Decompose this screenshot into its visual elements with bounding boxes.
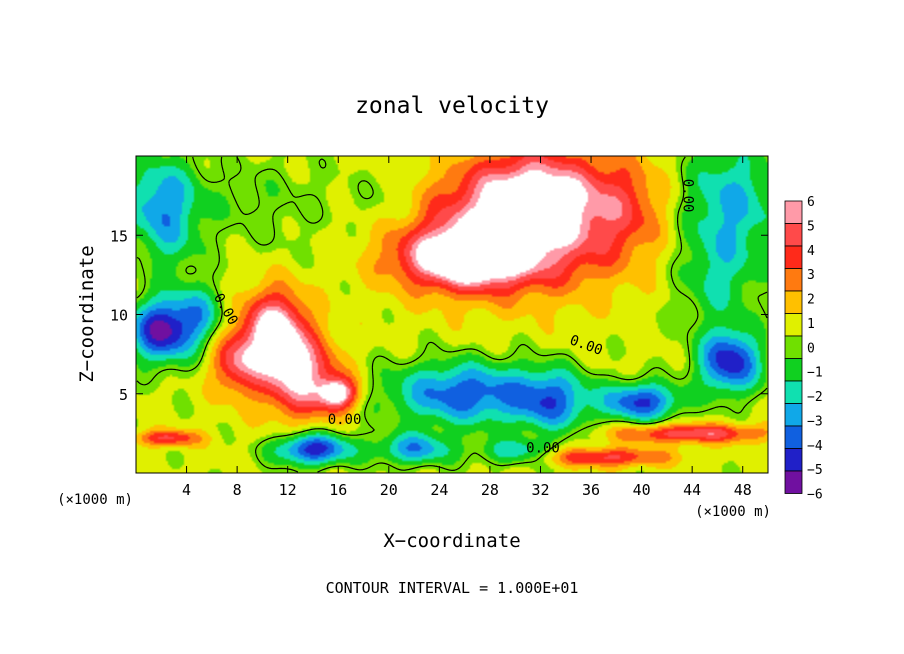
colorbar-label: −3: [807, 414, 823, 429]
colorbar-label: 5: [807, 219, 815, 234]
contour-label: 0.00: [328, 412, 362, 428]
colorbar-swatch: [784, 448, 803, 472]
colorbar-swatch: [784, 358, 803, 382]
x-tick-label: 20: [380, 481, 398, 499]
colorbar-label: −1: [807, 366, 823, 381]
colorbar-label: 0: [807, 341, 815, 356]
colorbar-label: 1: [807, 317, 815, 332]
colorbar-label: 3: [807, 268, 815, 283]
x-axis-label: X−coordinate: [383, 530, 520, 552]
y-axis: 5 10 15: [110, 227, 768, 404]
colorbar-label: 2: [807, 293, 815, 308]
colorbar-swatch: [784, 245, 803, 269]
x-tick-label: 12: [279, 481, 297, 499]
colorbar-label: −4: [807, 439, 823, 454]
colorbar-label: −2: [807, 390, 823, 405]
x-unit-left: (×1000 m): [57, 492, 133, 508]
y-tick-label: 10: [110, 307, 128, 325]
heatmap-field: [136, 156, 768, 473]
colorbar-label: 6: [807, 195, 815, 210]
contour-label: 0.00: [526, 440, 560, 456]
colorbar-swatch: [784, 313, 803, 337]
x-tick-label: 36: [582, 481, 600, 499]
x-tick-label: 32: [531, 481, 549, 499]
y-axis-label: Z−coordinate: [76, 245, 98, 382]
colorbar-label: −5: [807, 463, 823, 478]
chart-title: zonal velocity: [355, 93, 549, 119]
y-tick-label: 15: [110, 227, 128, 245]
y-tick-label: 5: [119, 386, 128, 404]
colorbar-swatch: [784, 268, 803, 292]
colorbar-swatch: [784, 403, 803, 427]
colorbar-label: −6: [807, 488, 823, 503]
contour-label: 0.00: [679, 179, 695, 213]
colorbar-swatch: [784, 425, 803, 449]
x-tick-label: 48: [734, 481, 752, 499]
x-tick-label: 44: [683, 481, 701, 499]
colorbar: 6 5 4 3 2 1 0 −1 −2 −3 −4 −5 −6: [784, 195, 823, 503]
colorbar-swatch: [784, 380, 803, 404]
colorbar-swatch: [784, 223, 803, 247]
zero-contour: [136, 156, 768, 473]
colorbar-swatch: [784, 335, 803, 359]
colorbar-swatch: [784, 470, 803, 494]
x-axis: 4 8 12 16 20 24 28 32 36 40 44 48: [182, 156, 752, 499]
contour-interval-footer: CONTOUR INTERVAL = 1.000E+01: [326, 579, 579, 597]
x-tick-label: 16: [329, 481, 347, 499]
x-tick-label: 4: [182, 481, 191, 499]
x-tick-label: 24: [430, 481, 448, 499]
x-unit-right: (×1000 m): [695, 504, 771, 520]
colorbar-swatch: [784, 290, 803, 314]
x-tick-label: 40: [633, 481, 651, 499]
colorbar-label: 4: [807, 244, 815, 259]
colorbar-swatch: [784, 200, 803, 224]
x-tick-label: 8: [233, 481, 242, 499]
plot-area: 0.000.000.000.000.00: [135, 155, 769, 474]
x-tick-label: 28: [481, 481, 499, 499]
